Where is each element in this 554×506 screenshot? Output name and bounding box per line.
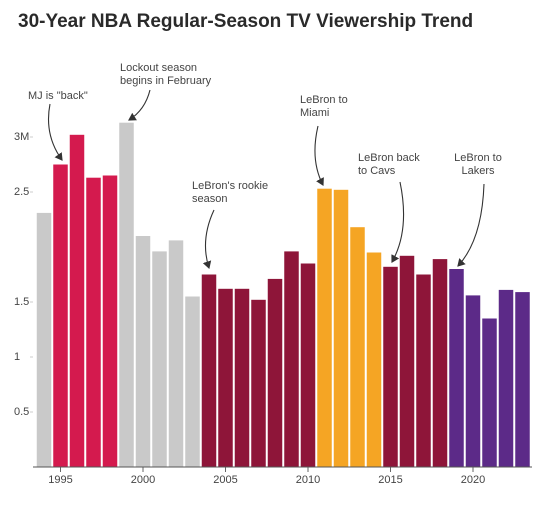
y-tick-label: 2.5 (14, 186, 29, 198)
y-tick-label: 0.5 (14, 406, 29, 418)
x-tick-label: 2020 (461, 474, 485, 486)
bar (333, 189, 349, 468)
annotation-arrow (391, 181, 405, 263)
bar (36, 212, 52, 467)
bar (102, 175, 118, 467)
annotation-text: LeBron back (358, 152, 420, 164)
bar (416, 274, 431, 467)
bar (119, 122, 134, 467)
bar (399, 255, 415, 467)
bar (234, 288, 250, 467)
bar (185, 296, 200, 467)
bar (300, 263, 316, 467)
annotation-arrow (128, 89, 151, 121)
x-tick-label: 1995 (48, 474, 72, 486)
annotation-arrow (314, 125, 324, 186)
bar (284, 251, 299, 467)
annotation-text: MJ is "back" (28, 90, 88, 102)
bar (383, 266, 398, 467)
bar (350, 227, 365, 467)
annotation-text: Lakers (461, 165, 495, 177)
annotation-text: begins in February (120, 75, 212, 87)
annotation-arrow (202, 209, 215, 270)
annotation-text: LeBron to (300, 94, 348, 106)
annotation-text: to Cavs (358, 165, 396, 177)
bar (135, 236, 151, 467)
bar (53, 164, 68, 467)
annotation-text: LeBron's rookie (192, 180, 268, 192)
x-tick-label: 2010 (296, 474, 320, 486)
bar (482, 318, 497, 467)
bar (317, 188, 332, 467)
bar (515, 292, 530, 467)
bar (251, 299, 266, 467)
annotation-arrow (47, 103, 63, 161)
bar (218, 288, 233, 467)
x-tick-label: 2015 (378, 474, 402, 486)
bar (168, 240, 184, 467)
x-tick-label: 2000 (131, 474, 155, 486)
bar (86, 177, 101, 467)
annotation-text: Miami (300, 107, 329, 119)
bar (465, 295, 481, 467)
y-tick-label: 3M (14, 131, 29, 143)
x-tick-label: 2005 (213, 474, 237, 486)
y-tick-label: 1.5 (14, 296, 29, 308)
annotation-text: season (192, 193, 227, 205)
bar (267, 278, 283, 467)
bar (449, 269, 464, 467)
bar (498, 289, 514, 467)
y-tick-label: 1 (14, 351, 20, 363)
annotation-text: Lockout season (120, 62, 197, 74)
bar (69, 134, 85, 468)
annotation-text: LeBron to (454, 152, 502, 164)
bar (366, 252, 382, 467)
chart-title: 30-Year NBA Regular-Season TV Viewership… (18, 11, 473, 32)
bar (152, 251, 167, 467)
bar (201, 274, 217, 467)
annotation-arrow (457, 183, 485, 267)
bar (432, 259, 448, 467)
